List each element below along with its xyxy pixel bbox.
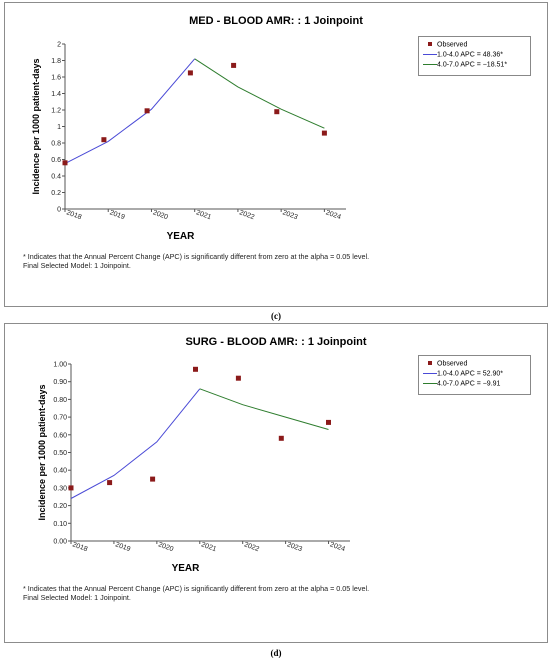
y-tick-label: 0.60 (53, 432, 67, 439)
y-tick-label: 1 (57, 124, 61, 131)
legend-item-observed: Observed (423, 359, 467, 368)
legend-label: 1.0-4.0 APC = 48.36* (437, 51, 503, 59)
y-tick-label: 0.00 (53, 539, 67, 546)
observed-point (231, 62, 237, 68)
y-tick-label: 0.80 (53, 397, 67, 404)
chart-legend: Observed 1.0-4.0 APC = 52.90* 4.0-7.0 AP… (418, 355, 531, 395)
x-axis-title: YEAR (172, 563, 201, 574)
footnote-apc: * Indicates that the Annual Percent Chan… (23, 252, 370, 261)
blue-line-icon (423, 373, 437, 374)
observed-point (278, 435, 284, 441)
legend-label: 4.0-7.0 APC = −9.91 (437, 380, 501, 388)
x-tick-label: 2022 (243, 541, 260, 553)
legend-item-segment-2: 4.0-7.0 APC = −9.91 (423, 379, 500, 388)
footnote-model: Final Selected Model: 1 Joinpoint. (23, 593, 131, 602)
observed-marker-icon (428, 42, 432, 46)
y-tick-label: 2 (57, 42, 61, 49)
x-tick-label: 2022 (238, 209, 255, 221)
x-tick-label: 2023 (286, 541, 303, 553)
observed-point (62, 160, 68, 166)
x-tick-label: 2018 (71, 541, 88, 553)
y-axis-title: Incidence per 1000 patient-days (31, 58, 41, 194)
chart-title: MED - BLOOD AMR: : 1 Joinpoint (189, 15, 363, 27)
y-tick-label: 0.4 (51, 174, 61, 181)
y-tick-label: 0 (57, 207, 61, 214)
y-tick-label: 1.8 (51, 58, 61, 65)
legend-item-segment-1: 1.0-4.0 APC = 52.90* (423, 369, 503, 378)
y-tick-label: 0.30 (53, 485, 67, 492)
observed-point (321, 130, 327, 136)
green-line-icon (423, 64, 437, 65)
observed-point (187, 70, 193, 76)
legend-label: 4.0-7.0 APC = −18.51* (437, 61, 508, 69)
legend-label: Observed (437, 360, 468, 368)
y-tick-label: 1.4 (51, 91, 61, 98)
segment-line-2 (194, 58, 325, 129)
chart-title: SURG - BLOOD AMR: : 1 Joinpoint (185, 336, 367, 348)
x-tick-label: 2024 (325, 209, 342, 221)
observed-point (68, 485, 74, 491)
x-axis-title: YEAR (167, 231, 196, 242)
y-tick-label: 0.90 (53, 379, 67, 386)
legend-item-segment-1: 1.0-4.0 APC = 48.36* (423, 50, 503, 59)
observed-point (144, 108, 150, 114)
footnote-apc: * Indicates that the Annual Percent Chan… (23, 584, 370, 593)
legend-item-segment-2: 4.0-7.0 APC = −18.51* (423, 60, 507, 69)
x-tick-label: 2020 (157, 541, 174, 553)
y-tick-label: 0.70 (53, 415, 67, 422)
y-tick-label: 0.6 (51, 157, 61, 164)
segment-line-2 (199, 388, 329, 430)
x-tick-label: 2018 (65, 209, 82, 221)
segment-line-1 (64, 58, 196, 165)
y-tick-label: 0.8 (51, 141, 61, 148)
x-tick-label: 2024 (329, 541, 346, 553)
chart-panel-surg: SURG - BLOOD AMR: : 1 Joinpoint 0.00 0.10… (4, 323, 548, 658)
chart-legend: Observed 1.0-4.0 APC = 48.36* 4.0-7.0 AP… (418, 36, 531, 76)
blue-line-icon (423, 54, 437, 55)
green-line-icon (423, 383, 437, 384)
observed-point (150, 476, 156, 482)
observed-point (235, 375, 241, 381)
x-tick-label: 2021 (195, 209, 212, 221)
y-tick-label: 0.40 (53, 468, 67, 475)
x-tick-label: 2019 (109, 209, 126, 221)
x-tick-label: 2019 (114, 541, 131, 553)
plot-area-surg: 0.00 0.10 0.20 0.30 0.40 0.50 0.60 0.70 0.80 0.90… (37, 362, 350, 574)
y-axis-title: Incidence per 1000 patient-days (37, 384, 47, 520)
legend-item-observed: Observed (423, 40, 467, 49)
x-tick-label: 2023 (281, 209, 298, 221)
observed-marker-icon (428, 361, 432, 365)
segment-line-1 (70, 388, 201, 499)
figure-caption: (c) (271, 311, 281, 321)
y-tick-label: 0.2 (51, 190, 61, 197)
y-tick-label: 1.6 (51, 75, 61, 82)
footnote-model: Final Selected Model: 1 Joinpoint. (23, 261, 131, 270)
y-tick-label: 0.10 (53, 521, 67, 528)
observed-point (107, 480, 113, 486)
legend-label: 1.0-4.0 APC = 52.90* (437, 370, 503, 378)
observed-point (101, 137, 107, 143)
observed-point (326, 419, 331, 425)
y-tick-label: 0.50 (53, 450, 67, 457)
y-tick-label: 0.20 (53, 503, 67, 510)
figure-caption: (d) (270, 648, 282, 658)
y-tick-label: 1.00 (53, 362, 67, 369)
plot-area-med: 0 0.2 0.4 0.6 0.8 1 1.2 1.4 1.6 1.8 2 2018 2019 2020 2… (31, 42, 346, 242)
observed-point (274, 109, 280, 115)
chart-panel-med: MED - BLOOD AMR: : 1 Joinpoint 0 0.2 0.4 0.… (4, 2, 548, 321)
x-tick-label: 2021 (200, 541, 217, 553)
observed-point (193, 366, 198, 372)
x-tick-label: 2020 (152, 209, 169, 221)
legend-label: Observed (437, 41, 468, 49)
y-tick-label: 1.2 (51, 108, 61, 115)
